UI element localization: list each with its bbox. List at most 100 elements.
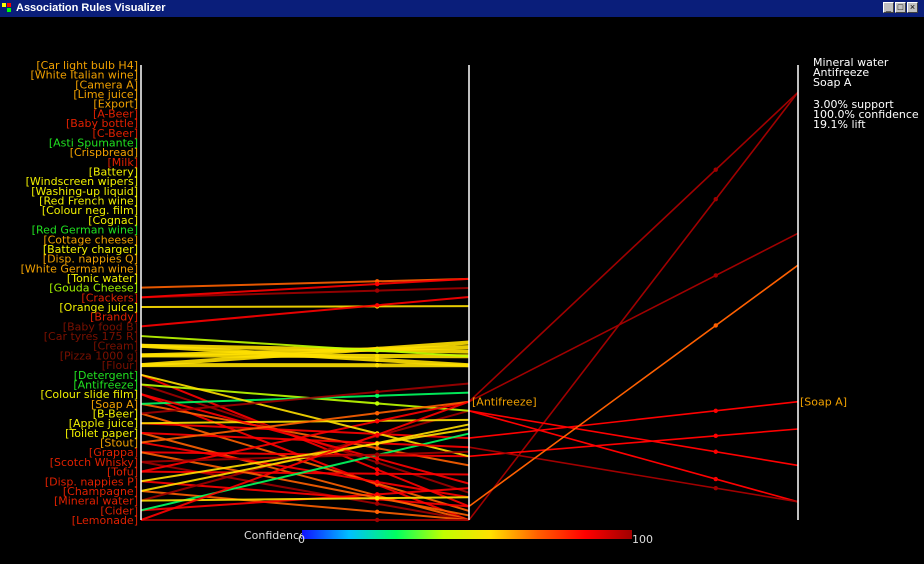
rule-line[interactable] (140, 305, 470, 309)
left-item-label[interactable]: [Crispbread] (70, 146, 138, 159)
left-item-label[interactable]: [Windscreen wipers] (26, 175, 138, 188)
rule-line[interactable] (468, 91, 799, 403)
left-item-label[interactable]: [Crackers] (81, 291, 138, 304)
left-item-label[interactable]: [Baby food B] (63, 320, 138, 333)
left-item-label[interactable]: [Export] (93, 98, 138, 111)
rule-line[interactable] (140, 296, 470, 328)
rule-line[interactable] (140, 335, 470, 358)
left-item-label[interactable]: [Asti Spumante] (49, 136, 138, 149)
rule-line[interactable] (468, 428, 799, 458)
rule-line[interactable] (140, 286, 470, 299)
left-item-label[interactable]: [Flour] (102, 359, 138, 372)
left-item-label[interactable]: [Disp. nappies P] (45, 475, 138, 488)
middle-item-label[interactable]: [Antifreeze] (472, 396, 537, 409)
left-item-label[interactable]: [Colour neg. film] (42, 204, 138, 217)
left-item-label[interactable]: [Apple juice] (69, 417, 138, 430)
rule-arrow (713, 476, 718, 482)
rule-line[interactable] (468, 232, 799, 403)
left-item-label[interactable]: [Lime juice] (73, 88, 138, 101)
rule-line[interactable] (140, 277, 470, 299)
left-item-label[interactable]: [Brandy] (90, 311, 138, 324)
left-item-label[interactable]: [C-Beer] (93, 127, 138, 140)
left-item-label[interactable]: [White Italian wine] (31, 69, 138, 82)
app-icon (2, 3, 11, 12)
left-item-label[interactable]: [Antifreeze] (73, 378, 138, 391)
rule-line[interactable] (140, 345, 470, 358)
rule-line[interactable] (140, 432, 470, 512)
rule-line[interactable] (140, 277, 470, 289)
left-item-label[interactable]: [Camera A] (75, 78, 138, 91)
left-item-label[interactable]: [Disp. nappies Q] (43, 253, 138, 266)
maximize-button[interactable]: □ (895, 2, 906, 13)
title-bar[interactable]: Association Rules Visualizer _ □ × (0, 0, 924, 17)
left-item-label[interactable]: [Milk] (107, 156, 138, 169)
rule-arrow (374, 441, 380, 446)
right-item-label[interactable]: [Soap A] (800, 396, 847, 409)
rule-line[interactable] (468, 410, 799, 503)
left-item-label[interactable]: [Cottage cheese] (43, 233, 138, 246)
left-item-label[interactable]: [Red French wine] (39, 195, 138, 208)
left-item-label[interactable]: [Washing-up liquid] (31, 185, 138, 198)
rule-line[interactable] (140, 489, 470, 521)
left-item-label[interactable]: [Soap A] (91, 398, 138, 411)
rule-arrow (374, 452, 380, 457)
rule-line[interactable] (140, 340, 470, 368)
left-item-label[interactable]: [Orange juice] (59, 301, 138, 314)
left-item-label[interactable]: [Detergent] (74, 369, 138, 382)
left-item-label[interactable]: [Tonic water] (67, 272, 138, 285)
rule-arrow (713, 167, 718, 172)
minimize-button[interactable]: _ (883, 2, 894, 13)
rule-line[interactable] (468, 91, 799, 521)
left-item-label[interactable]: [Champagne] (63, 485, 138, 498)
rule-arrow (374, 432, 380, 438)
left-item-label[interactable]: [Mineral water] (54, 495, 138, 508)
left-item-label[interactable]: [Scotch Whisky] (50, 456, 138, 469)
left-item-label[interactable]: [Lemonade] (72, 514, 138, 527)
rule-line[interactable] (140, 382, 470, 415)
left-item-label[interactable]: [White German wine] (21, 262, 138, 275)
colorbar-min: 0 (298, 533, 305, 546)
rules-visualization[interactable]: [Car light bulb H4][White Italian wine][… (0, 17, 924, 564)
left-item-label[interactable]: [Colour slide film] (40, 388, 138, 401)
left-item-label[interactable]: [Pizza 1000 g] (60, 349, 138, 362)
left-item-label[interactable]: [Cream] (93, 340, 138, 353)
left-item-label[interactable]: [Gouda Cheese] (49, 282, 138, 295)
item-labels[interactable]: [Car light bulb H4][White Italian wine][… (21, 59, 847, 527)
rule-line[interactable] (140, 400, 470, 521)
rule-line[interactable] (140, 450, 470, 463)
rule-line[interactable] (140, 428, 470, 483)
close-button[interactable]: × (907, 2, 918, 13)
left-item-label[interactable]: [Stout] (100, 437, 138, 450)
left-item-label[interactable]: [Battery charger] (43, 243, 138, 256)
rule-line[interactable] (468, 446, 799, 503)
left-item-label[interactable]: [Toilet paper] (65, 427, 138, 440)
left-item-label[interactable]: [Car light bulb H4] (36, 59, 138, 72)
left-item-label[interactable]: [Cider] (100, 504, 138, 517)
rule-arrow (713, 323, 718, 328)
left-item-label[interactable]: [Baby bottle] (66, 117, 138, 130)
left-item-label[interactable]: [Red German wine] (32, 224, 138, 237)
rule-arrow (713, 273, 718, 278)
left-item-label[interactable]: [Battery] (89, 165, 138, 178)
left-item-label[interactable]: [Tofu] (107, 466, 138, 479)
rule-line[interactable] (468, 410, 799, 467)
rule-arrow (374, 363, 380, 368)
rule-line[interactable] (140, 343, 470, 354)
rule-arrow (713, 408, 718, 413)
left-item-label[interactable]: [B-Beer] (93, 408, 138, 421)
left-item-label[interactable]: [Cognac] (88, 214, 138, 227)
rule-line[interactable] (140, 451, 470, 517)
rule-line[interactable] (468, 400, 799, 439)
confidence-colorbar[interactable] (302, 530, 632, 539)
left-item-label[interactable]: [A-Beer] (93, 107, 138, 120)
rule-line[interactable] (140, 373, 470, 458)
rule-arrow (713, 485, 718, 491)
left-item-label[interactable]: [Grappa] (89, 446, 138, 459)
rule-line[interactable] (140, 441, 470, 499)
rule-line[interactable] (140, 400, 470, 444)
rule-line[interactable] (468, 264, 799, 507)
rule-info-panel: Mineral water Antifreeze Soap A 3.00% su… (813, 57, 919, 130)
left-item-label[interactable]: [Car tyres 175 R] (44, 330, 138, 343)
rule-line[interactable] (140, 412, 470, 512)
